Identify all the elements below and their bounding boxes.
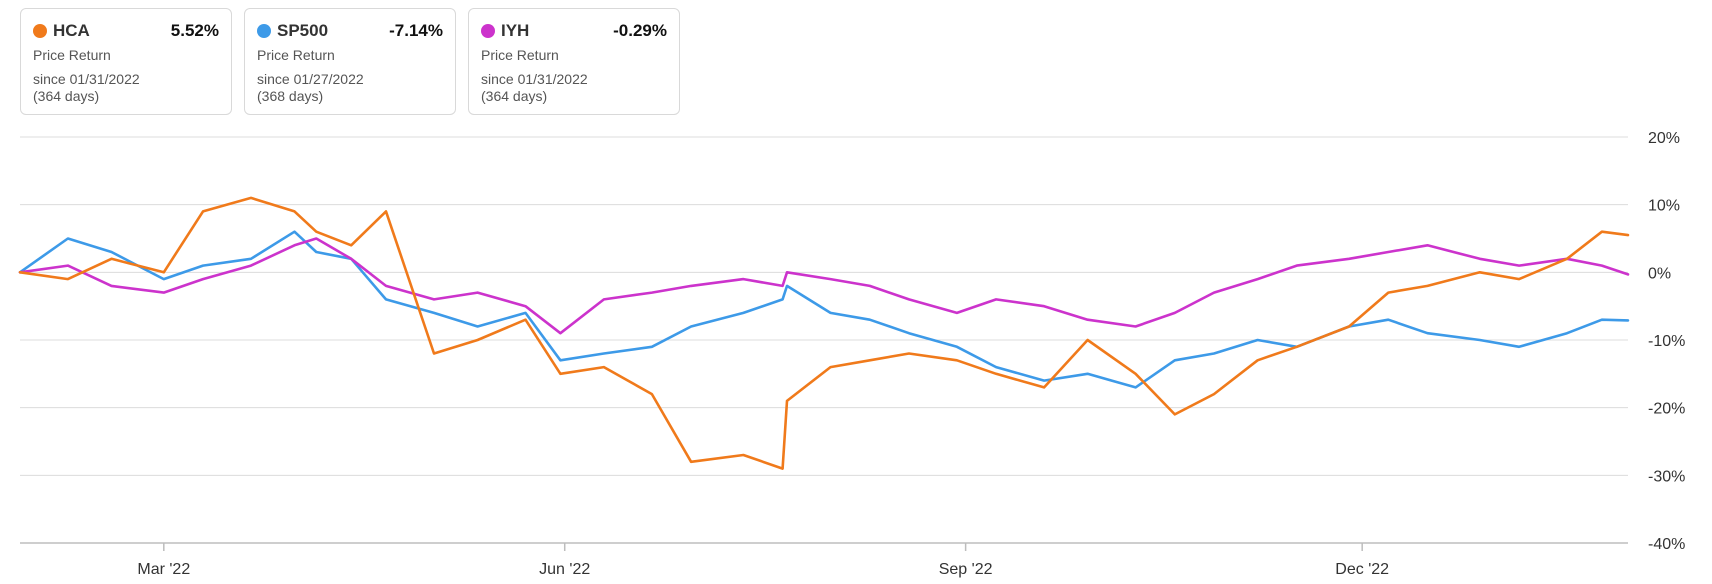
card-symbol-group: HCA [33, 21, 90, 41]
series-line-sp500 [18, 230, 1630, 389]
metric-label: Price Return [481, 47, 559, 63]
since-text: since 01/27/2022 (368 days) [257, 71, 443, 105]
since-date: since 01/31/2022 [481, 71, 588, 87]
card-header: IYH -0.29% [481, 21, 667, 41]
legend-card-iyh[interactable]: IYH -0.29% Price Return since 01/31/2022… [468, 8, 680, 115]
legend-card-sp500[interactable]: SP500 -7.14% Price Return since 01/27/20… [244, 8, 456, 115]
y-tick-label: -40% [1648, 536, 1685, 553]
grid-lines [20, 136, 1628, 544]
since-days: (364 days) [33, 88, 100, 104]
card-header: SP500 -7.14% [257, 21, 443, 41]
series-lines [18, 196, 1630, 470]
x-axis-ticks: Mar '22 Jun '22 Sep '22 Dec '22 [137, 543, 1389, 578]
x-tick-label: Dec '22 [1335, 561, 1389, 578]
since-text: since 01/31/2022 (364 days) [481, 71, 667, 105]
legend-row: HCA 5.52% Price Return since 01/31/2022 … [20, 8, 680, 115]
since-text: since 01/31/2022 (364 days) [33, 71, 219, 105]
symbol-label: SP500 [277, 21, 329, 40]
x-tick-label: Sep '22 [939, 561, 993, 578]
symbol-label: HCA [53, 21, 90, 40]
return-value: 5.52% [170, 21, 219, 40]
x-tick-label: Jun '22 [539, 561, 590, 578]
x-tick-label: Mar '22 [137, 561, 190, 578]
card-symbol-group: SP500 [257, 21, 328, 41]
series-dot-icon [481, 24, 495, 38]
return-value: -7.14% [389, 21, 443, 40]
card-symbol-group: IYH [481, 21, 529, 41]
metric-label: Price Return [33, 47, 111, 63]
y-tick-label: -20% [1648, 401, 1685, 418]
series-dot-icon [33, 24, 47, 38]
y-tick-label: 0% [1648, 265, 1671, 282]
y-tick-label: 20% [1648, 130, 1680, 147]
card-header: HCA 5.52% [33, 21, 219, 41]
y-axis-ticks: 20% 10% 0% -10% -20% -30% -40% [1648, 130, 1685, 553]
return-value: -0.29% [613, 21, 667, 40]
y-tick-label: 10% [1648, 198, 1680, 215]
y-tick-label: -30% [1648, 468, 1685, 485]
since-date: since 01/27/2022 [257, 71, 364, 87]
y-tick-label: -10% [1648, 333, 1685, 350]
since-days: (368 days) [257, 88, 324, 104]
series-dot-icon [257, 24, 271, 38]
metric-label: Price Return [257, 47, 335, 63]
legend-card-hca[interactable]: HCA 5.52% Price Return since 01/31/2022 … [20, 8, 232, 115]
symbol-label: IYH [501, 21, 530, 40]
series-line-iyh [18, 237, 1630, 335]
since-days: (364 days) [481, 88, 548, 104]
since-date: since 01/31/2022 [33, 71, 140, 87]
series-line-hca [18, 196, 1630, 470]
